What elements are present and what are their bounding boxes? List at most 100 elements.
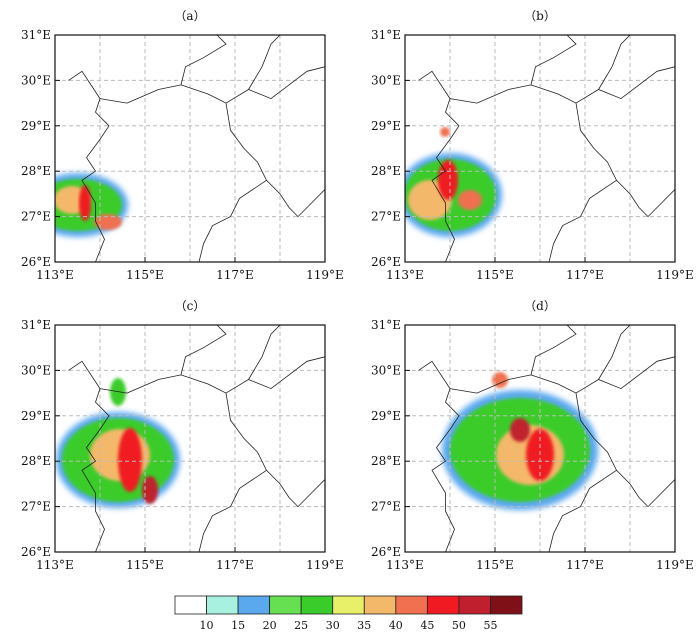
province-border — [598, 325, 631, 380]
x-tick-label: 113°E — [386, 558, 424, 572]
y-tick-label: 26°E — [21, 545, 51, 559]
province-border — [449, 66, 675, 104]
x-tick-label: 115°E — [476, 558, 514, 572]
y-tick-label: 29°E — [21, 119, 51, 133]
y-tick-label: 26°E — [371, 545, 401, 559]
province-border — [180, 325, 227, 375]
panel-a-label: （a） — [174, 9, 205, 23]
map-frame — [54, 34, 326, 263]
colorbar-level-label: 45 — [420, 619, 434, 632]
colorbar-level-label: 50 — [452, 619, 466, 632]
province-border — [225, 393, 325, 508]
colorbar-level-label: 25 — [294, 619, 308, 632]
y-tick-label: 27°E — [21, 500, 51, 514]
x-tick-label: 119°E — [306, 558, 344, 572]
x-tick-label: 117°E — [216, 268, 254, 282]
x-tick-label: 113°E — [36, 558, 74, 572]
x-tick-label: 119°E — [656, 268, 694, 282]
panel-d-map — [442, 372, 598, 510]
panel-c-frame: 113°E 115°E 117°E 119°E 26°E 27°E 28°E 29°E 30°E… — [21, 318, 344, 572]
panel-c: （c） — [56, 299, 205, 508]
x-tick-label: 119°E — [306, 268, 344, 282]
province-border — [530, 35, 577, 85]
colorbar-swatch — [174, 595, 207, 615]
colorbar-level-label: 10 — [200, 619, 214, 632]
y-tick-label: 26°E — [21, 255, 51, 269]
y-tick-label: 27°E — [21, 210, 51, 224]
x-tick-label: 119°E — [656, 558, 694, 572]
panel-b-precip-field — [405, 127, 502, 237]
panel-b: （b） — [405, 9, 556, 237]
province-border — [225, 103, 325, 218]
panel-d-precip-field — [442, 372, 598, 510]
x-tick-label: 117°E — [216, 558, 254, 572]
colorbar-swatch — [300, 595, 334, 615]
province-border — [575, 393, 675, 508]
y-tick-label: 28°E — [371, 164, 401, 178]
panel-b-frame: 113°E 115°E 117°E 119°E 26°E 27°E 28°E 29°E 30°E… — [371, 28, 694, 282]
map-frame — [404, 34, 676, 263]
colorbar-level-label: 15 — [231, 619, 245, 632]
colorbar-swatch — [363, 595, 397, 615]
panel-c-label: （c） — [175, 299, 206, 313]
y-tick-label: 26°E — [371, 255, 401, 269]
province-border — [198, 179, 267, 262]
x-tick-label: 115°E — [126, 268, 164, 282]
colorbar: 10 15 20 25 30 35 40 45 50 55 — [174, 595, 523, 632]
map-frame — [54, 324, 326, 553]
province-border — [99, 356, 325, 394]
panel-c-precip-field — [56, 378, 180, 508]
y-tick-label: 31°E — [371, 318, 401, 332]
y-tick-label: 28°E — [371, 454, 401, 468]
y-tick-label: 30°E — [371, 73, 401, 87]
x-tick-label: 115°E — [126, 558, 164, 572]
x-tick-label: 117°E — [566, 558, 604, 572]
y-tick-label: 28°E — [21, 454, 51, 468]
y-tick-label: 31°E — [21, 28, 51, 42]
colorbar-level-label: 35 — [357, 619, 371, 632]
colorbar-swatch — [426, 595, 460, 615]
panel-c-map — [56, 378, 180, 508]
province-border — [530, 325, 577, 375]
province-border — [449, 356, 675, 394]
colorbar-labels: 10 15 20 25 30 35 40 45 50 55 — [200, 619, 498, 632]
panel-a-map — [55, 173, 128, 237]
province-border — [99, 66, 325, 104]
y-tick-label: 30°E — [21, 363, 51, 377]
province-border — [248, 325, 281, 380]
colorbar-swatch — [269, 595, 302, 615]
y-tick-label: 27°E — [371, 500, 401, 514]
colorbar-swatch — [490, 595, 523, 615]
panel-d-frame: 113°E 115°E 117°E 119°E 26°E 27°E 28°E 29°E 30°E… — [371, 318, 694, 572]
colorbar-swatches — [174, 595, 523, 615]
y-tick-label: 27°E — [371, 210, 401, 224]
x-tick-label: 115°E — [476, 268, 514, 282]
colorbar-swatch — [206, 595, 239, 615]
colorbar-level-label: 20 — [263, 619, 277, 632]
y-tick-label: 28°E — [21, 164, 51, 178]
province-border — [180, 35, 227, 85]
colorbar-level-label: 55 — [483, 619, 497, 632]
y-tick-label: 31°E — [371, 28, 401, 42]
panel-a-precip-field — [55, 173, 128, 237]
panel-d: （d） — [442, 299, 598, 510]
y-tick-label: 29°E — [21, 409, 51, 423]
province-border — [575, 103, 675, 218]
colorbar-swatch — [458, 595, 491, 615]
colorbar-level-label: 30 — [326, 619, 340, 632]
panel-b-label: （b） — [524, 9, 556, 23]
map-frame — [404, 324, 676, 553]
x-tick-label: 117°E — [566, 268, 604, 282]
y-tick-label: 31°E — [21, 318, 51, 332]
panel-d-label: （d） — [524, 299, 556, 313]
y-tick-label: 29°E — [371, 119, 401, 133]
colorbar-swatch — [332, 595, 365, 615]
province-border — [198, 469, 267, 552]
x-tick-label: 113°E — [36, 268, 74, 282]
panel-b-map — [405, 127, 502, 237]
colorbar-swatch — [237, 595, 271, 615]
panel-a-frame: 113°E 115°E 117°E 119°E 26°E 27°E 28°E 29°E 30°E… — [21, 28, 344, 282]
y-tick-label: 30°E — [21, 73, 51, 87]
province-border — [248, 35, 281, 90]
